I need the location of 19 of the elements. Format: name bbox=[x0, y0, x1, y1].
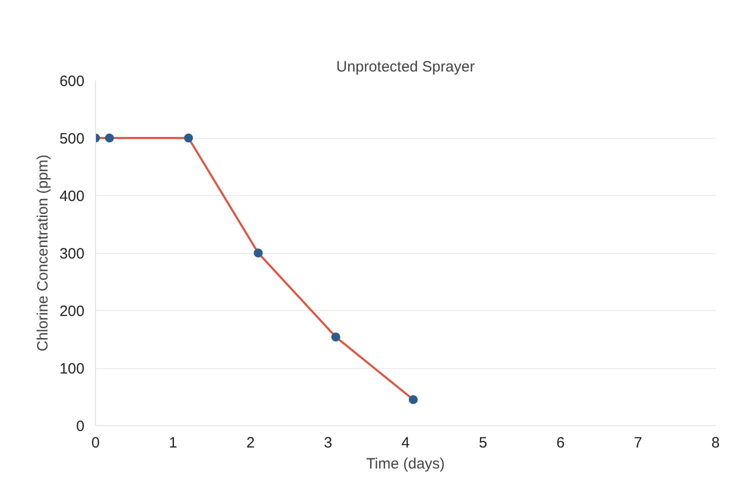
x-tick-label: 8 bbox=[711, 434, 720, 452]
x-tick-label: 1 bbox=[168, 434, 178, 452]
y-tick-label: 0 bbox=[76, 418, 84, 435]
y-axis-title: Chlorine Concentration (ppm) bbox=[34, 154, 52, 352]
x-axis-title: Time (days) bbox=[366, 456, 445, 472]
x-tick-label: 4 bbox=[401, 434, 410, 452]
y-tick-label: 100 bbox=[59, 360, 85, 378]
y-tick-label: 200 bbox=[59, 303, 85, 320]
y-tick-label: 600 bbox=[59, 73, 85, 90]
x-tick-label: 6 bbox=[556, 434, 565, 452]
chart-title: Unprotected Sprayer bbox=[336, 58, 475, 76]
y-tick-label: 400 bbox=[59, 188, 85, 205]
y-tick-label: 500 bbox=[59, 130, 85, 148]
x-tick-label: 0 bbox=[91, 434, 100, 452]
y-tick-label: 300 bbox=[59, 246, 85, 262]
x-tick-label: 5 bbox=[478, 434, 488, 452]
x-tick-label: 3 bbox=[324, 434, 332, 452]
x-tick-label: 7 bbox=[634, 434, 642, 452]
x-tick-label: 2 bbox=[246, 434, 255, 452]
